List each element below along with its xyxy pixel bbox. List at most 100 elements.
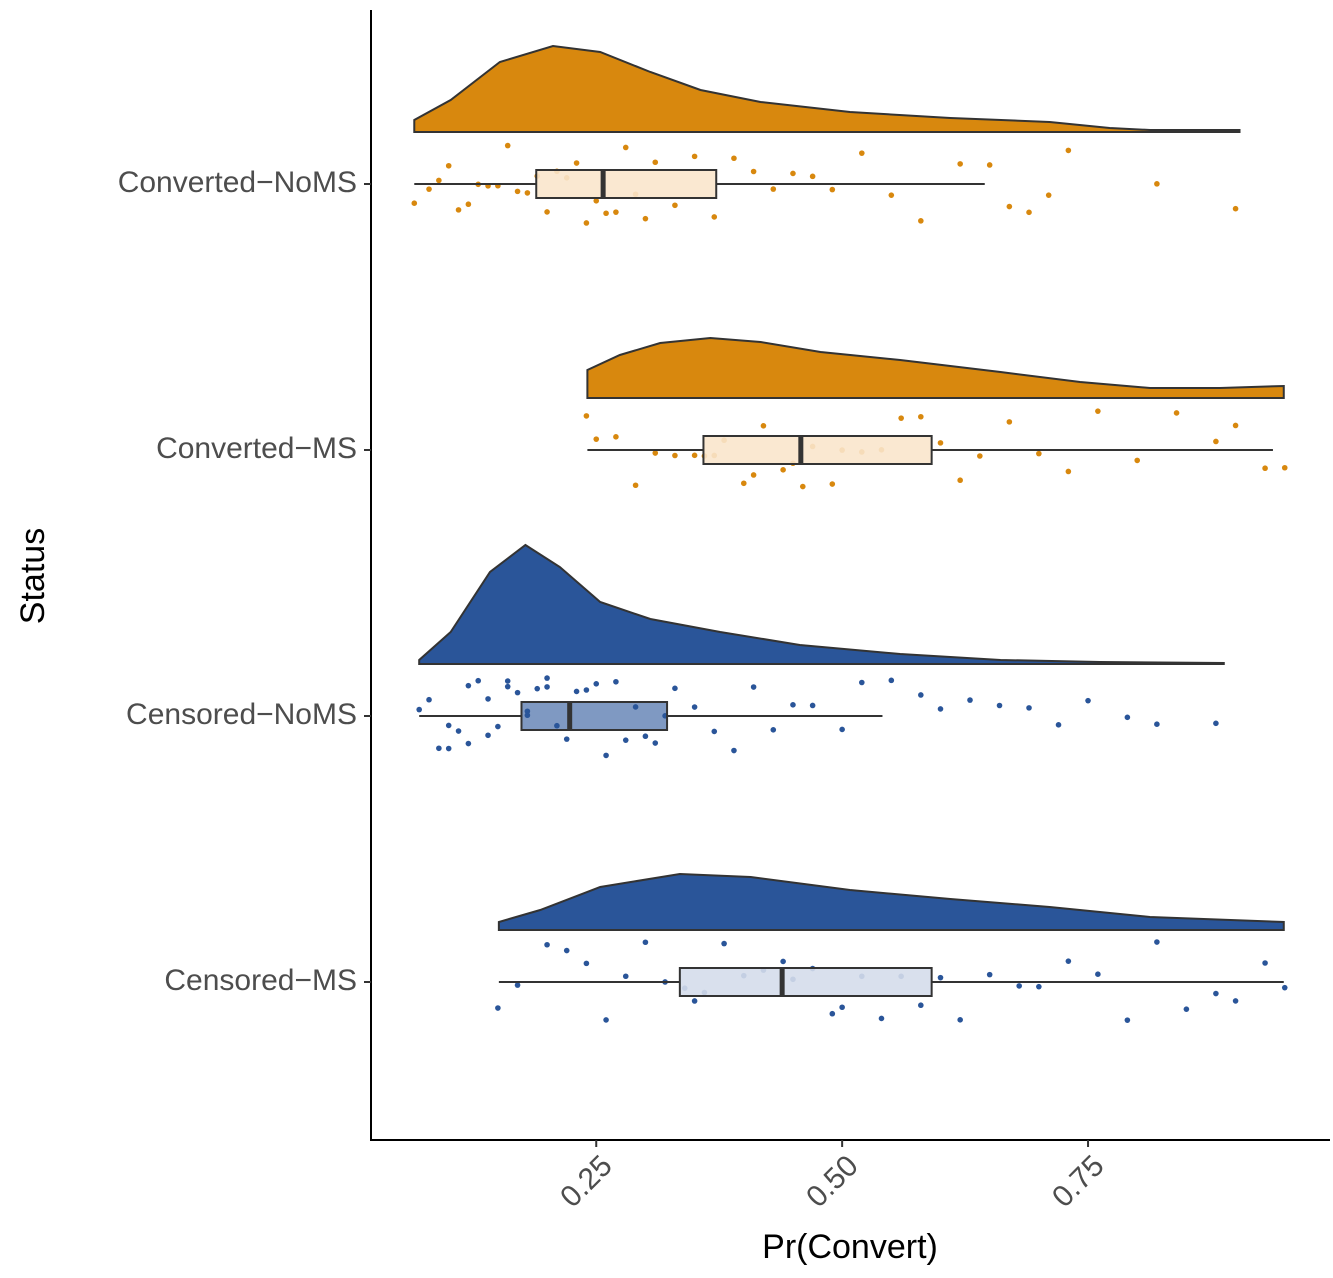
point: [1183, 1006, 1190, 1012]
point: [957, 161, 963, 167]
y-tick-label: Converted−NoMS: [118, 166, 357, 199]
point: [691, 452, 698, 459]
point: [573, 160, 580, 166]
point: [411, 200, 418, 207]
point: [622, 973, 629, 980]
point: [691, 998, 698, 1004]
point: [967, 697, 973, 703]
point: [918, 1002, 924, 1009]
point: [524, 190, 531, 196]
point: [622, 144, 629, 151]
point: [711, 728, 718, 735]
point: [445, 162, 452, 169]
point: [829, 481, 836, 487]
point: [563, 947, 570, 954]
point: [996, 702, 1003, 709]
point: [583, 960, 590, 967]
point: [1095, 408, 1101, 414]
point: [642, 733, 649, 740]
point: [829, 186, 836, 193]
point: [1006, 203, 1013, 210]
point: [1262, 960, 1268, 966]
box: [520, 701, 669, 731]
point: [986, 971, 993, 978]
point: [918, 218, 924, 224]
point: [652, 740, 659, 746]
point: [859, 679, 865, 686]
point: [465, 201, 472, 208]
point: [504, 678, 511, 684]
point: [652, 450, 659, 456]
density: [586, 336, 1285, 399]
point: [1124, 714, 1131, 721]
point: [691, 704, 698, 710]
y-axis-title: Status: [14, 528, 52, 624]
y-tick-label: Censored−MS: [164, 964, 357, 997]
point: [780, 958, 786, 965]
box: [702, 435, 933, 465]
point: [888, 677, 895, 684]
point: [888, 192, 895, 198]
point: [1262, 465, 1268, 472]
point: [603, 752, 609, 759]
point: [1036, 450, 1042, 457]
point: [711, 214, 718, 220]
point: [485, 696, 491, 702]
point: [514, 689, 521, 696]
point: [613, 678, 619, 685]
point: [416, 706, 422, 713]
point: [937, 974, 944, 981]
point: [918, 413, 924, 420]
point: [790, 702, 796, 708]
point: [1026, 209, 1032, 216]
point: [731, 747, 737, 754]
point: [1232, 205, 1239, 212]
point: [593, 681, 600, 687]
point: [1065, 468, 1072, 475]
point: [986, 162, 993, 168]
point: [770, 186, 777, 192]
point: [642, 939, 649, 946]
point: [1154, 721, 1160, 727]
point: [426, 186, 432, 192]
point: [1232, 422, 1239, 429]
point: [898, 415, 904, 421]
point: [622, 737, 629, 743]
point: [878, 1015, 885, 1022]
point: [918, 692, 924, 698]
point: [672, 685, 678, 692]
point: [652, 159, 659, 166]
point: [583, 413, 590, 419]
point: [937, 440, 944, 446]
point: [455, 207, 462, 213]
point: [1065, 958, 1072, 964]
point: [514, 188, 521, 195]
point: [445, 722, 452, 729]
x-tick-label: 0.75: [1046, 1149, 1111, 1214]
point: [504, 142, 511, 149]
point: [485, 732, 491, 739]
point: [603, 1017, 609, 1023]
point: [426, 696, 432, 703]
point: [721, 940, 727, 947]
point: [1045, 192, 1052, 198]
point: [544, 684, 550, 690]
point: [1026, 705, 1032, 711]
point: [799, 483, 806, 490]
point: [544, 941, 550, 948]
point: [544, 209, 550, 215]
point: [632, 482, 639, 489]
point: [514, 982, 521, 988]
point: [937, 706, 944, 712]
box: [678, 967, 933, 997]
density: [418, 543, 1225, 665]
point: [1154, 939, 1160, 945]
point: [760, 423, 767, 429]
x-tick-label: 0.50: [800, 1149, 865, 1214]
point: [1095, 971, 1101, 978]
point: [455, 728, 462, 734]
point: [583, 220, 590, 226]
point: [1213, 720, 1219, 727]
point: [445, 745, 452, 752]
